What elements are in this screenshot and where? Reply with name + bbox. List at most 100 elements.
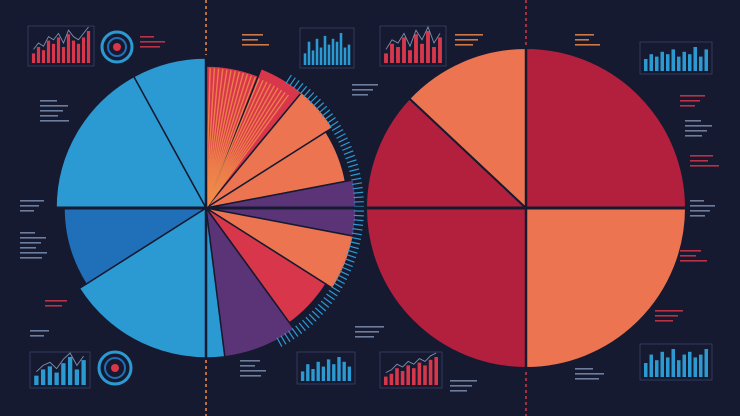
- ring-tick: [324, 113, 334, 121]
- mini-bar: [704, 349, 709, 377]
- mini-bar: [337, 357, 341, 381]
- mini-bar: [643, 59, 648, 71]
- mini-bar: [303, 53, 307, 65]
- text-line-placeholder: [20, 200, 44, 202]
- mini-bar: [323, 35, 327, 65]
- mini-bar: [423, 365, 427, 385]
- mini-bar: [339, 33, 343, 65]
- text-line-placeholder: [690, 160, 708, 162]
- mini-bar: [66, 34, 71, 63]
- donut-gauge-bottom: [97, 350, 133, 386]
- text-line-placeholder: [655, 310, 683, 312]
- text-line-placeholder: [575, 378, 599, 380]
- mini-bar: [660, 351, 665, 377]
- ring-tick: [289, 77, 296, 87]
- right-pie-slice: [525, 207, 688, 370]
- text-line-placeholder: [575, 39, 589, 41]
- mini-bar: [693, 357, 698, 377]
- mini-bar: [81, 360, 86, 385]
- mini-bar: [51, 43, 56, 63]
- mini-panel-frame: [296, 351, 356, 385]
- text-line-placeholder: [455, 34, 483, 36]
- text-line-placeholder: [40, 100, 57, 102]
- text-line-placeholder: [352, 89, 373, 91]
- right-pie-slice: [364, 207, 527, 370]
- ring-tick: [337, 274, 348, 281]
- right-pie-chart: [364, 46, 688, 370]
- mini-bar-panel: [29, 351, 91, 389]
- text-line-placeholder: [20, 257, 42, 259]
- mini-bar: [408, 50, 412, 63]
- mini-bar-panel: [296, 351, 356, 385]
- mini-bar: [316, 361, 320, 381]
- mini-bar-panel: [379, 351, 443, 389]
- text-line-placeholder: [40, 120, 69, 122]
- ring-tick: [315, 102, 325, 110]
- mini-bar: [400, 371, 405, 385]
- ring-tick: [317, 304, 327, 312]
- mini-bar: [671, 349, 676, 377]
- text-line-placeholder: [242, 44, 269, 46]
- text-line-placeholder: [45, 300, 67, 302]
- ring-tick: [331, 124, 342, 132]
- mini-bar: [682, 51, 687, 71]
- mini-trend-line: [33, 26, 89, 50]
- text-line-placeholder: [140, 46, 160, 48]
- mini-bar: [46, 40, 51, 63]
- text-line-placeholder: [20, 237, 46, 239]
- text-line-placeholder: [240, 375, 261, 377]
- mini-bar: [71, 40, 76, 63]
- ring-tick: [321, 109, 331, 117]
- text-line-placeholder: [575, 44, 600, 46]
- ring-tick: [348, 163, 359, 168]
- mini-bar: [343, 47, 347, 65]
- ring-tick: [352, 182, 363, 186]
- ring-tick: [338, 137, 348, 143]
- mini-bar: [34, 375, 39, 385]
- right-pie-slice: [525, 46, 688, 209]
- ring-tick: [298, 322, 306, 332]
- text-line-placeholder: [575, 368, 593, 370]
- text-line-placeholder: [655, 320, 673, 322]
- mini-bar: [56, 37, 61, 63]
- mini-bar: [434, 357, 438, 385]
- ring-tick: [348, 245, 359, 250]
- mini-panel-frame: [379, 25, 447, 67]
- mini-panel-frame: [299, 27, 355, 69]
- left-pie-chart: [55, 57, 364, 359]
- mini-bar-panel: [639, 41, 713, 75]
- mini-panel-frame: [639, 343, 713, 381]
- mini-bar: [315, 38, 319, 65]
- ring-tick: [353, 196, 364, 199]
- mini-bar: [687, 351, 692, 377]
- ring-tick: [334, 128, 344, 135]
- mini-bar: [311, 50, 315, 65]
- ring-tick: [295, 325, 303, 335]
- text-line-placeholder: [140, 36, 154, 38]
- mini-bar-panel: [379, 25, 447, 67]
- ring-tick: [320, 300, 330, 308]
- mini-bar: [326, 359, 331, 381]
- mini-bar: [438, 37, 442, 63]
- mini-bar: [311, 369, 315, 381]
- text-line-placeholder: [690, 200, 704, 202]
- mini-bar: [47, 366, 53, 385]
- text-line-placeholder: [240, 365, 255, 367]
- text-line-placeholder: [40, 110, 63, 112]
- mini-bar: [389, 373, 394, 385]
- ring-tick: [318, 105, 328, 114]
- text-line-placeholder: [450, 380, 477, 382]
- text-line-placeholder: [690, 205, 715, 207]
- ring-tick: [326, 116, 336, 124]
- mini-bar: [347, 366, 352, 381]
- right-pie-slice: [407, 46, 527, 211]
- ring-tick: [353, 223, 364, 226]
- ring-tick: [350, 236, 361, 240]
- mini-bar: [676, 56, 681, 71]
- text-line-placeholder: [680, 260, 707, 262]
- mini-bar: [420, 43, 424, 63]
- text-line-placeholder: [20, 242, 41, 244]
- ring-tick: [353, 191, 364, 194]
- text-line-placeholder: [690, 165, 719, 167]
- ring-tick: [339, 270, 350, 276]
